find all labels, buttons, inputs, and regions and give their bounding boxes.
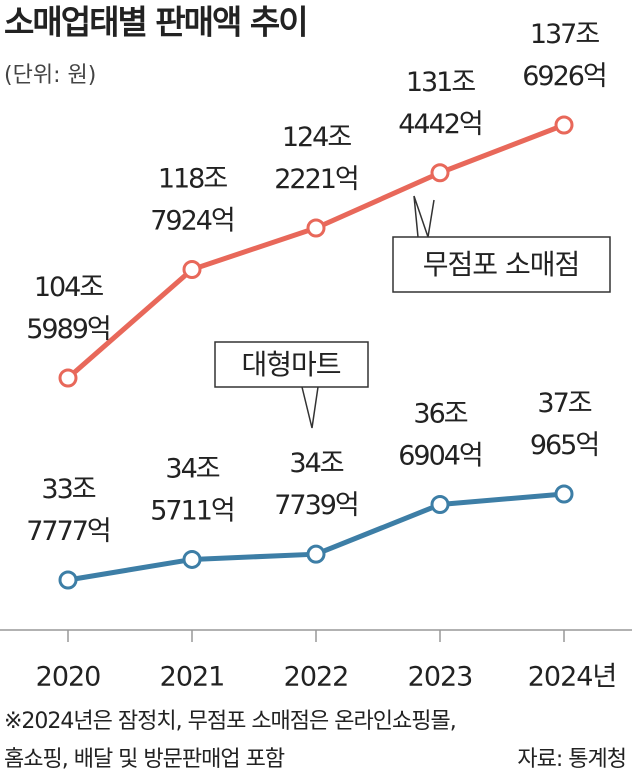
data-label-line: 104조 <box>34 272 104 303</box>
data-label: 37조 965억 <box>530 388 598 461</box>
data-label-line: 137조 <box>530 19 600 50</box>
data-label-line: 37조 <box>537 388 591 419</box>
data-label-line: 2221억 <box>274 163 358 194</box>
data-label-line: 5989억 <box>26 314 110 345</box>
point <box>182 259 202 279</box>
data-label: 131조 4442억 <box>398 66 482 139</box>
point <box>554 484 574 504</box>
x-tick-label: 2022 <box>284 662 349 693</box>
legend-box <box>392 236 611 293</box>
data-label-line: 118조 <box>158 163 228 194</box>
data-label-line: 36조 <box>413 398 467 429</box>
data-label: 104조 5989억 <box>26 272 110 345</box>
x-tick-label: 2024년 <box>528 662 617 693</box>
source: 자료: 통계청 <box>517 747 626 772</box>
legend-label: 대형마트 <box>241 348 340 381</box>
data-label: 124조 2221억 <box>274 121 358 194</box>
data-label-line: 7777억 <box>26 516 110 547</box>
legend-box <box>214 341 369 388</box>
data-label-line: 965억 <box>530 430 598 461</box>
data-label-line: 6904억 <box>398 440 482 471</box>
chart-subtitle: (단위: 원) <box>4 63 96 88</box>
point <box>306 218 326 238</box>
legend-pointer <box>301 386 319 429</box>
data-label-line: 7924억 <box>150 205 234 236</box>
point <box>430 163 450 183</box>
footnote: ※2024년은 잠정치, 무점포 소매점은 온라인쇼핑몰, <box>4 709 456 734</box>
data-label-line: 4442억 <box>398 108 482 139</box>
chart-title: 소매업태별 판매액 추이 <box>4 3 307 42</box>
point <box>58 570 78 590</box>
legend-pointer <box>413 195 435 238</box>
x-tick-label: 2023 <box>408 662 473 693</box>
point <box>306 544 326 564</box>
point <box>58 368 78 388</box>
data-label-line: 7739억 <box>274 490 358 521</box>
data-label-line: 34조 <box>289 448 343 479</box>
point <box>554 115 574 135</box>
footnote: 홈쇼핑, 배달 및 방문판매업 포함 <box>4 747 285 772</box>
data-label-line: 124조 <box>282 121 352 152</box>
data-label-line: 6926억 <box>522 61 606 92</box>
point <box>182 549 202 569</box>
data-label-line: 33조 <box>41 474 95 505</box>
data-label: 34조 5711억 <box>150 453 234 526</box>
data-label-line: 34조 <box>165 453 219 484</box>
data-label-line: 5711억 <box>150 495 234 526</box>
data-label: 33조 7777억 <box>26 474 110 547</box>
point <box>430 495 450 515</box>
data-label: 137조 6926억 <box>522 19 606 92</box>
data-label-line: 131조 <box>406 66 476 97</box>
data-label: 36조 6904억 <box>398 398 482 471</box>
x-tick-label: 2021 <box>160 662 225 693</box>
x-tick-label: 2020 <box>36 662 101 693</box>
data-label: 118조 7924억 <box>150 163 234 236</box>
data-label: 34조 7739억 <box>274 448 358 521</box>
legend-label: 무점포 소매점 <box>423 248 579 281</box>
